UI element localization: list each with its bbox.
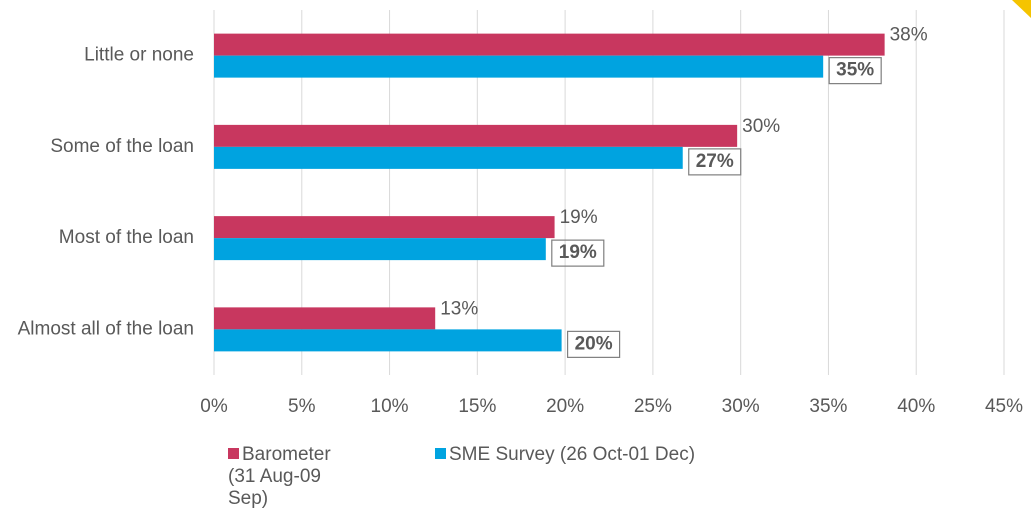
data-label-box — [551, 239, 605, 267]
legend-label: SME Survey (26 Oct-01 Dec) — [449, 444, 696, 465]
y-tick-label: Some of the loan — [50, 136, 194, 157]
legend-swatch — [435, 448, 446, 459]
bar — [214, 33, 885, 56]
data-label: 35% — [836, 60, 874, 81]
x-tick-label: 40% — [897, 396, 935, 417]
legend-item: SME Survey (26 Oct-01 Dec) — [435, 444, 835, 466]
x-tick-label: 15% — [458, 396, 496, 417]
bar — [214, 216, 555, 239]
bar — [214, 329, 562, 352]
legend-label: Barometer (31 Aug-09 Sep) — [228, 444, 331, 509]
bar — [214, 55, 824, 78]
x-tick-label: 0% — [200, 396, 228, 417]
x-tick-label: 10% — [371, 396, 409, 417]
x-tick-label: 45% — [985, 396, 1023, 417]
chart: 0% 5% 10% 15% 20% 25% 30% 35% 40% 45% Little or no… — [18, 0, 1031, 417]
y-tick-label: Most of the loan — [59, 227, 194, 248]
data-label: 20% — [575, 333, 613, 354]
x-tick-label: 35% — [809, 396, 847, 417]
data-label: 30% — [742, 116, 780, 137]
x-tick-label: 20% — [546, 396, 584, 417]
data-label: 27% — [696, 151, 734, 172]
bar — [214, 307, 436, 330]
data-label-box — [828, 57, 882, 85]
legend-item: Barometer (31 Aug-09 Sep) — [228, 444, 353, 510]
x-tick-label: 25% — [634, 396, 672, 417]
data-label: 19% — [559, 242, 597, 263]
data-label: 38% — [890, 25, 928, 46]
data-label: 13% — [440, 298, 478, 319]
corner-decoration — [1012, 0, 1031, 18]
y-tick-label: Almost all of the loan — [18, 318, 194, 339]
bar — [214, 146, 683, 169]
legend-swatch — [228, 448, 239, 459]
x-tick-label: 5% — [288, 396, 316, 417]
data-label-box — [688, 148, 742, 176]
bar — [214, 238, 546, 261]
page: {"chart_data": {"type": "hbar", "categor… — [17, 0, 1031, 509]
x-tick-label: 30% — [722, 396, 760, 417]
y-tick-label: Little or none — [84, 45, 194, 66]
bar — [214, 124, 738, 147]
data-label: 19% — [560, 207, 598, 228]
data-label-box — [566, 330, 621, 358]
